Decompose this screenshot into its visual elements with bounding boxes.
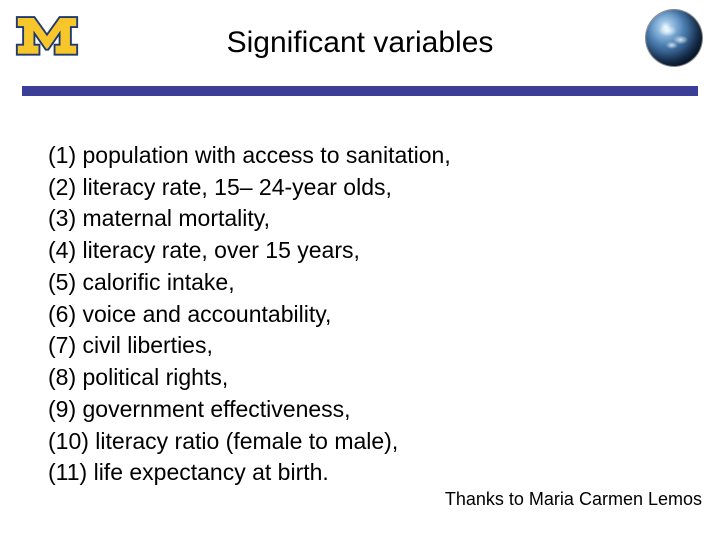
variable-list: (1) population with access to sanitation… bbox=[48, 140, 668, 489]
list-item: (8) political rights, bbox=[48, 362, 668, 394]
list-item: (5) calorific intake, bbox=[48, 267, 668, 299]
list-item: (1) population with access to sanitation… bbox=[48, 140, 668, 172]
list-item: (3) maternal mortality, bbox=[48, 203, 668, 235]
slide-title: Significant variables bbox=[0, 26, 720, 60]
list-item: (7) civil liberties, bbox=[48, 330, 668, 362]
credit-line: Thanks to Maria Carmen Lemos bbox=[445, 489, 702, 510]
list-item: (11) life expectancy at birth. bbox=[48, 457, 668, 489]
list-item: (6) voice and accountability, bbox=[48, 299, 668, 331]
list-item: (2) literacy rate, 15– 24-year olds, bbox=[48, 172, 668, 204]
list-item: (10) literacy ratio (female to male), bbox=[48, 426, 668, 458]
list-item: (4) literacy rate, over 15 years, bbox=[48, 235, 668, 267]
title-rule bbox=[22, 86, 698, 96]
list-item: (9) government effectiveness, bbox=[48, 394, 668, 426]
